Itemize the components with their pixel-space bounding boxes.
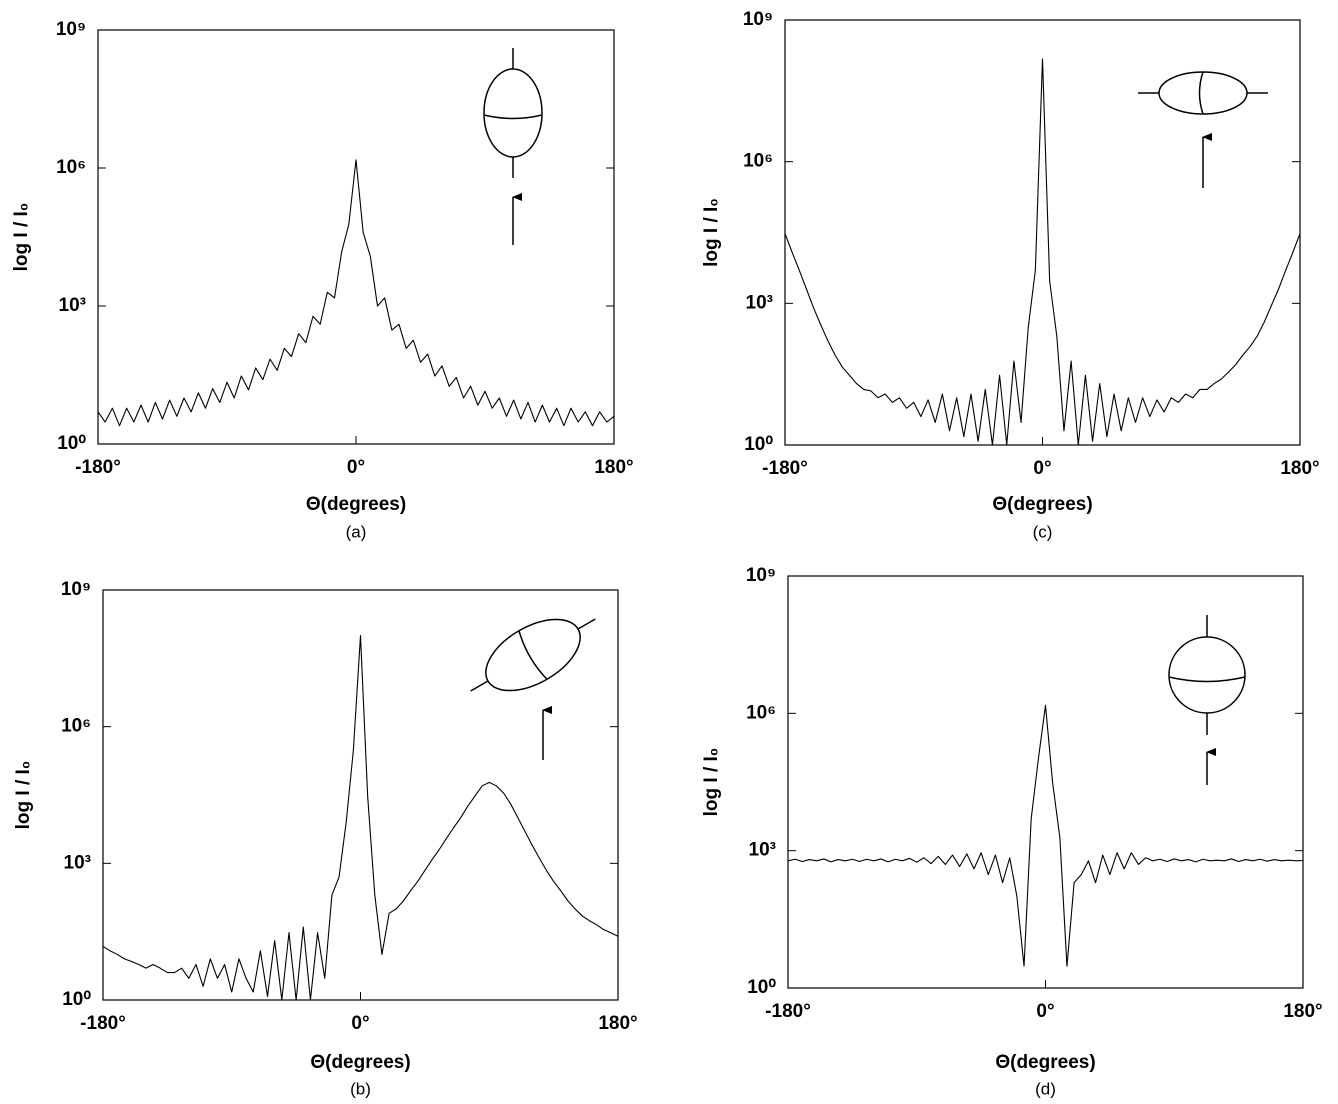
- x-tick-label: 180°: [598, 1013, 637, 1034]
- x-tick-label: 0°: [1036, 1001, 1054, 1022]
- y-tick-label: 10³: [746, 292, 773, 313]
- x-axis-label: Θ(degrees): [992, 494, 1092, 515]
- x-tick-label: 0°: [351, 1013, 369, 1034]
- chart-panel: 10⁰ 10³ 10⁶ 10⁹ -180° 0° 180° Θ(degrees) log I /…: [11, 19, 634, 541]
- y-tick-label: 10⁰: [62, 989, 91, 1010]
- y-tick-label: 10⁰: [57, 433, 86, 454]
- x-axis-label: Θ(degrees): [995, 1052, 1095, 1073]
- plot-frame: [784, 19, 1301, 446]
- inset-a: [483, 48, 543, 245]
- y-tick-label: 10³: [64, 852, 91, 873]
- y-axis-label: log I / I₀: [701, 198, 722, 267]
- inset-c: [1138, 71, 1268, 188]
- y-tick-label: 10⁹: [61, 579, 91, 600]
- x-axis-label: Θ(degrees): [306, 494, 406, 515]
- data-line: [787, 704, 1304, 967]
- y-tick-label: 10⁹: [56, 19, 86, 40]
- y-tick-label: 10⁶: [56, 157, 86, 178]
- plot-frame: [787, 575, 1304, 989]
- plot-frame: [97, 29, 615, 445]
- y-tick-label: 10³: [59, 295, 86, 316]
- y-axis-label: log I / I₀: [701, 748, 722, 817]
- chart-panel: 10⁰ 10³ 10⁶ 10⁹ -180° 0° 180° Θ(degrees) log I /…: [13, 579, 638, 1098]
- y-axis-label: log I / I₀: [11, 203, 32, 272]
- y-tick-label: 10⁶: [61, 716, 91, 737]
- x-tick-label: 180°: [594, 457, 633, 478]
- inset-b: [470, 618, 596, 760]
- y-tick-label: 10⁹: [746, 565, 776, 586]
- caption: (b): [350, 1079, 371, 1098]
- chart-panel: 10⁰ 10³ 10⁶ 10⁹ -180° 0° 180° Θ(degrees) log I /…: [701, 9, 1320, 541]
- y-axis-label: log I / I₀: [13, 761, 34, 830]
- data-line: [784, 58, 1301, 446]
- y-tick-label: 10³: [749, 840, 776, 861]
- y-tick-label: 10⁰: [747, 977, 776, 998]
- x-tick-label: 0°: [347, 457, 365, 478]
- caption: (c): [1033, 522, 1053, 541]
- y-tick-label: 10⁶: [743, 151, 773, 172]
- inset-d: [1168, 615, 1246, 785]
- x-tick-label: 180°: [1283, 1001, 1322, 1022]
- y-tick-label: 10⁰: [744, 434, 773, 455]
- x-tick-label: -180°: [75, 457, 121, 478]
- caption: (a): [346, 522, 367, 541]
- x-axis-label: Θ(degrees): [310, 1052, 410, 1073]
- y-tick-label: 10⁶: [746, 702, 776, 723]
- data-line: [97, 159, 615, 427]
- chart-panel: 10⁰ 10³ 10⁶ 10⁹ -180° 0° 180° Θ(degrees) log I /…: [701, 565, 1323, 1098]
- x-tick-label: 180°: [1280, 458, 1319, 479]
- x-tick-label: -180°: [765, 1001, 811, 1022]
- data-line: [102, 635, 619, 1001]
- x-tick-label: 0°: [1033, 458, 1051, 479]
- x-tick-label: -180°: [762, 458, 808, 479]
- x-tick-label: -180°: [80, 1013, 126, 1034]
- y-tick-label: 10⁹: [743, 9, 773, 30]
- caption: (d): [1035, 1079, 1056, 1098]
- plot-frame: [102, 589, 619, 1001]
